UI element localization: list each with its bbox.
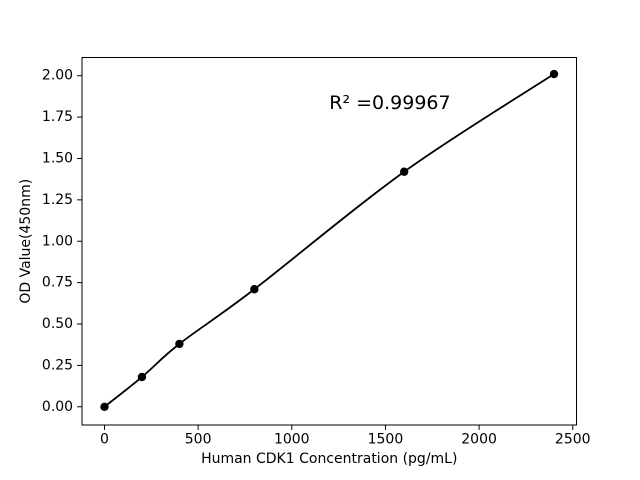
y-tick-label: 0.00: [42, 399, 73, 415]
data-point-marker: [100, 402, 109, 411]
data-point-marker: [399, 167, 409, 176]
r-squared-annotation: R² =0.99967: [329, 92, 450, 114]
x-tick-label: 2000: [461, 431, 497, 447]
x-tick-label: 1500: [368, 431, 404, 447]
y-tick-label: 0.25: [42, 357, 73, 373]
x-axis-label: Human CDK1 Concentration (pg/mL): [201, 451, 457, 467]
y-tick-label: 2.00: [42, 68, 73, 84]
y-tick-label: 1.25: [42, 192, 73, 208]
data-point-marker: [549, 69, 559, 79]
y-tick-label: 0.75: [42, 275, 73, 291]
y-tick-label: 0.50: [42, 316, 73, 332]
x-tick-label: 2500: [555, 431, 591, 447]
y-tick-label: 1.75: [42, 109, 73, 125]
data-point-marker: [137, 372, 147, 382]
x-tick-label: 1000: [274, 431, 310, 447]
x-tick-label: 500: [185, 431, 212, 447]
data-point-marker: [175, 339, 184, 349]
y-tick-label: 1.50: [42, 150, 73, 166]
y-tick-label: 1.00: [42, 233, 73, 249]
y-axis-label: OD Value(450nm): [18, 179, 34, 304]
x-tick-label: 0: [100, 431, 109, 447]
data-point-marker: [250, 285, 259, 294]
